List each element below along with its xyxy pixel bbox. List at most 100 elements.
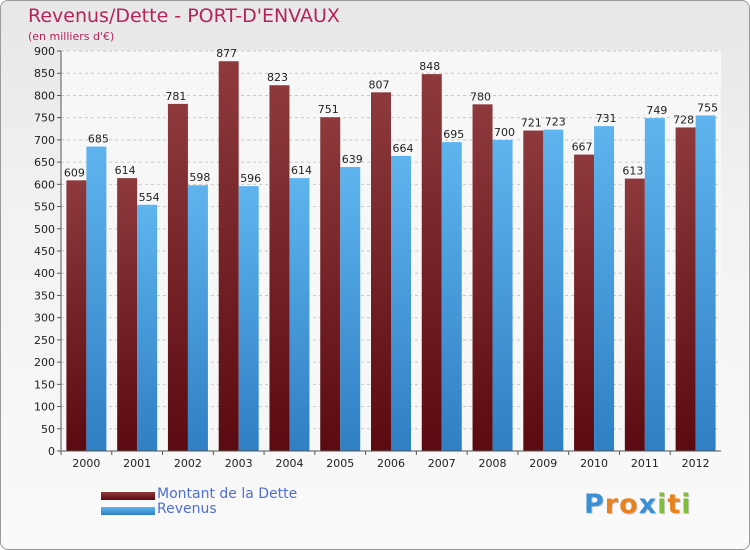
y-tick-label: 250 xyxy=(34,334,55,347)
legend-label-revenus: Revenus xyxy=(157,501,217,517)
value-label-dette: 667 xyxy=(572,141,593,154)
y-tick-label: 900 xyxy=(34,45,55,58)
value-label-revenus: 731 xyxy=(596,112,617,125)
y-tick-label: 0 xyxy=(48,445,55,458)
y-tick-label: 750 xyxy=(34,112,55,125)
x-tick-label: 2008 xyxy=(479,457,507,470)
value-label-revenus: 755 xyxy=(697,101,718,114)
axes: 0 50 100 150 200 250 300 350 400 450 500 550 600 650 7… xyxy=(34,45,721,470)
legend-label-dette: Montant de la Dette xyxy=(157,486,298,502)
y-tick-label: 550 xyxy=(34,201,55,214)
logo-letter: r xyxy=(604,489,620,520)
y-tick-label: 650 xyxy=(34,156,55,169)
value-label-dette: 613 xyxy=(622,165,643,178)
value-label-dette: 781 xyxy=(165,90,186,103)
x-tick-label: 2010 xyxy=(580,457,608,470)
logo-letter: t xyxy=(667,489,682,520)
x-tick-label: 2002 xyxy=(174,457,202,470)
bar-revenus xyxy=(340,167,361,451)
value-label-revenus: 596 xyxy=(240,172,261,185)
bar-revenus xyxy=(644,118,665,451)
bar-revenus xyxy=(137,204,158,451)
value-label-dette: 848 xyxy=(419,60,440,73)
bar-revenus xyxy=(441,142,462,451)
value-labels: 609 685 614 554 781 598 877 596 823 614 751 639 807 6… xyxy=(64,47,718,204)
y-tick-label: 300 xyxy=(34,312,55,325)
bar-dette xyxy=(117,178,138,451)
y-tick-label: 200 xyxy=(34,356,55,369)
bar-revenus xyxy=(187,185,208,451)
value-label-dette: 614 xyxy=(115,164,136,177)
y-tick-label: 600 xyxy=(34,178,55,191)
x-tick-label: 2007 xyxy=(428,457,456,470)
logo-letter: i xyxy=(657,489,668,520)
value-label-dette: 751 xyxy=(318,103,339,116)
y-tick-label: 450 xyxy=(34,245,55,258)
bar-dette xyxy=(574,154,595,452)
bar-dette xyxy=(218,61,239,451)
bar-dette xyxy=(371,92,391,451)
value-label-revenus: 695 xyxy=(443,128,464,141)
x-tick-label: 2003 xyxy=(225,457,253,470)
value-label-revenus: 749 xyxy=(646,104,667,117)
x-tick-label: 2001 xyxy=(123,457,151,470)
bar-revenus xyxy=(391,155,411,451)
bar-dette xyxy=(675,127,696,451)
y-tick-label: 700 xyxy=(34,134,55,147)
value-label-revenus: 554 xyxy=(139,191,160,204)
y-tick-label: 500 xyxy=(34,223,55,236)
value-label-dette: 728 xyxy=(673,113,694,126)
y-tick-label: 350 xyxy=(34,289,55,302)
logo-letter: x xyxy=(638,489,658,520)
bar-revenus xyxy=(695,115,716,451)
value-label-revenus: 700 xyxy=(494,126,515,139)
bar-revenus xyxy=(543,129,564,451)
x-tick-label: 2012 xyxy=(682,457,710,470)
value-label-revenus: 664 xyxy=(393,142,414,155)
legend-swatch-dette xyxy=(101,492,155,500)
value-label-dette: 780 xyxy=(470,90,491,103)
y-tick-label: 850 xyxy=(34,67,55,80)
bar-revenus xyxy=(492,139,513,451)
logo-letter: i xyxy=(681,489,692,520)
bar-revenus xyxy=(289,178,310,451)
x-tick-label: 2004 xyxy=(275,457,303,470)
y-tick-label: 100 xyxy=(34,401,55,414)
bar-revenus xyxy=(238,186,259,451)
y-tick-label: 50 xyxy=(41,423,55,436)
value-label-dette: 609 xyxy=(64,166,85,179)
value-label-revenus: 723 xyxy=(545,116,566,129)
value-label-dette: 721 xyxy=(521,117,542,130)
logo-letter: P xyxy=(584,489,605,520)
x-tick-label: 2000 xyxy=(72,457,100,470)
x-tick-label: 2011 xyxy=(631,457,659,470)
bar-dette xyxy=(269,85,290,451)
bar-dette xyxy=(66,180,87,452)
value-label-revenus: 685 xyxy=(88,133,109,146)
bar-revenus xyxy=(594,126,615,451)
bar-dette xyxy=(472,104,493,451)
bar-revenus xyxy=(86,146,107,452)
bar-dette xyxy=(320,117,341,451)
x-tick-label: 2009 xyxy=(529,457,557,470)
value-label-revenus: 598 xyxy=(189,171,210,184)
y-tick-label: 800 xyxy=(34,89,55,102)
y-tick-label: 150 xyxy=(34,378,55,391)
value-label-dette: 877 xyxy=(216,47,237,60)
value-label-revenus: 639 xyxy=(342,153,363,166)
x-tick-label: 2005 xyxy=(326,457,354,470)
value-label-dette: 807 xyxy=(369,78,390,91)
chart-subtitle: (en milliers d'€) xyxy=(28,30,115,43)
y-tick-label: 400 xyxy=(34,267,55,280)
value-label-dette: 823 xyxy=(267,71,288,84)
bar-dette xyxy=(624,178,645,452)
bar-dette xyxy=(523,130,544,452)
value-label-revenus: 614 xyxy=(291,164,312,177)
legend-swatch-revenus xyxy=(101,507,155,515)
bar-dette xyxy=(167,103,188,451)
chart-title: Revenus/Dette - PORT-D'ENVAUX xyxy=(28,5,340,27)
proxiti-logo: Proxiti xyxy=(584,489,692,520)
bars xyxy=(66,61,716,452)
